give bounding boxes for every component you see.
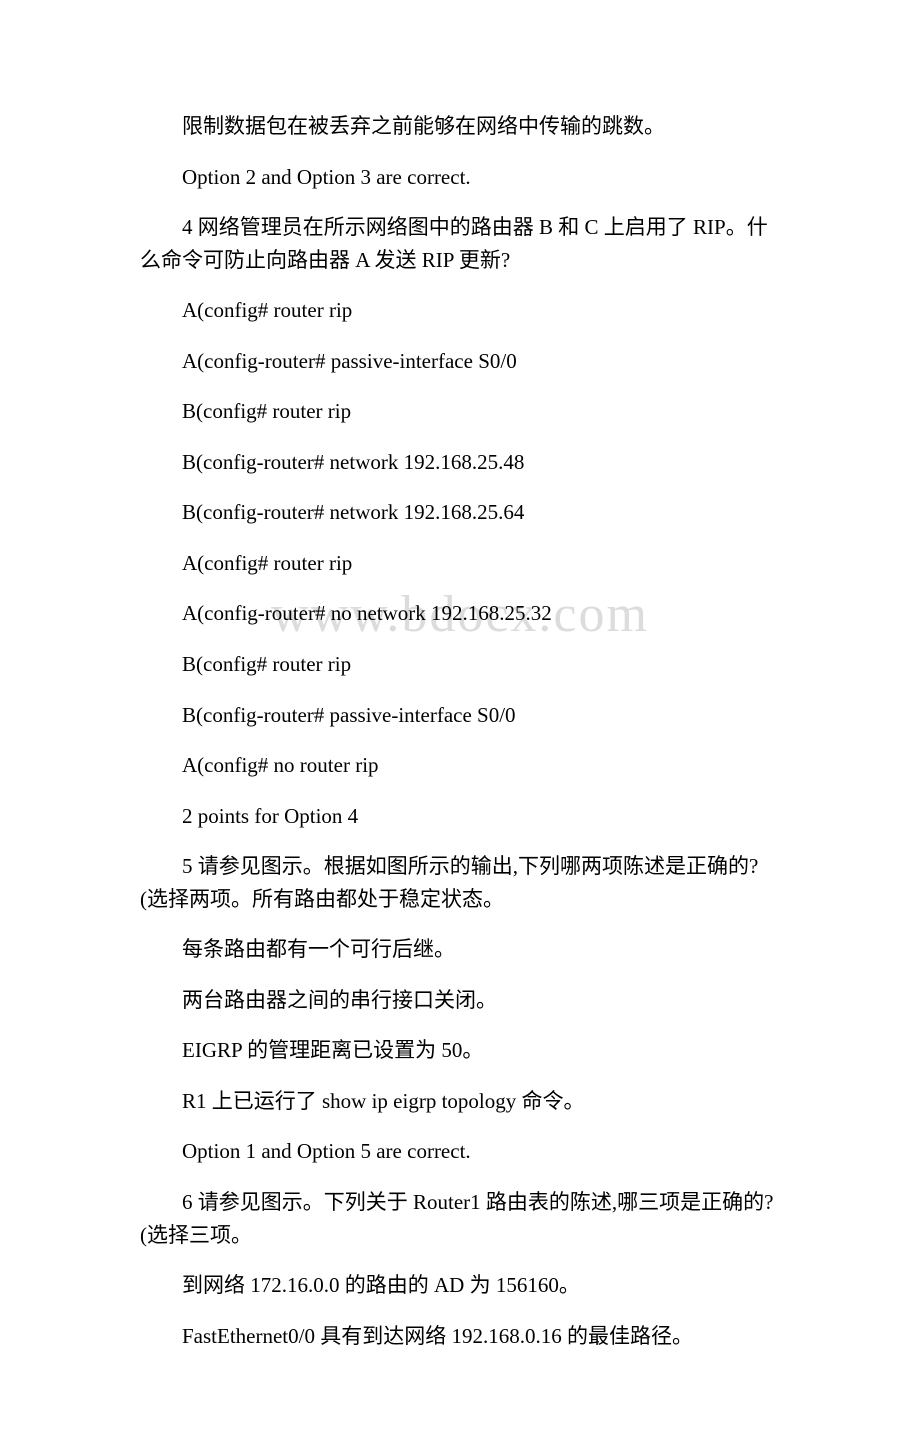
paragraph: 4 网络管理员在所示网络图中的路由器 B 和 C 上启用了 RIP。什么命令可防… xyxy=(140,211,780,276)
paragraph: Option 1 and Option 5 are correct. xyxy=(140,1135,780,1168)
paragraph: R1 上已运行了 show ip eigrp topology 命令。 xyxy=(140,1085,780,1118)
paragraph: A(config# no router rip xyxy=(140,749,780,782)
paragraph: B(config# router rip xyxy=(140,648,780,681)
paragraph: B(config-router# network 192.168.25.48 xyxy=(140,446,780,479)
paragraph: 两台路由器之间的串行接口关闭。 xyxy=(140,984,780,1017)
paragraph: B(config-router# passive-interface S0/0 xyxy=(140,699,780,732)
paragraph: 5 请参见图示。根据如图所示的输出,下列哪两项陈述是正确的?(选择两项。所有路由… xyxy=(140,850,780,915)
paragraph: Option 2 and Option 3 are correct. xyxy=(140,161,780,194)
paragraph: 6 请参见图示。下列关于 Router1 路由表的陈述,哪三项是正确的?(选择三… xyxy=(140,1186,780,1251)
paragraph: 每条路由都有一个可行后继。 xyxy=(140,933,780,966)
paragraph: EIGRP 的管理距离已设置为 50。 xyxy=(140,1034,780,1067)
paragraph: FastEthernet0/0 具有到达网络 192.168.0.16 的最佳路… xyxy=(140,1320,780,1353)
paragraph: 2 points for Option 4 xyxy=(140,800,780,833)
paragraph: 限制数据包在被丢弃之前能够在网络中传输的跳数。 xyxy=(140,110,780,143)
document-content: 限制数据包在被丢弃之前能够在网络中传输的跳数。 Option 2 and Opt… xyxy=(140,110,780,1352)
paragraph: A(config-router# passive-interface S0/0 xyxy=(140,345,780,378)
paragraph: A(config-router# no network 192.168.25.3… xyxy=(140,597,780,630)
paragraph: A(config# router rip xyxy=(140,294,780,327)
paragraph: 到网络 172.16.0.0 的路由的 AD 为 156160。 xyxy=(140,1269,780,1302)
paragraph: A(config# router rip xyxy=(140,547,780,580)
paragraph: B(config# router rip xyxy=(140,395,780,428)
paragraph: B(config-router# network 192.168.25.64 xyxy=(140,496,780,529)
